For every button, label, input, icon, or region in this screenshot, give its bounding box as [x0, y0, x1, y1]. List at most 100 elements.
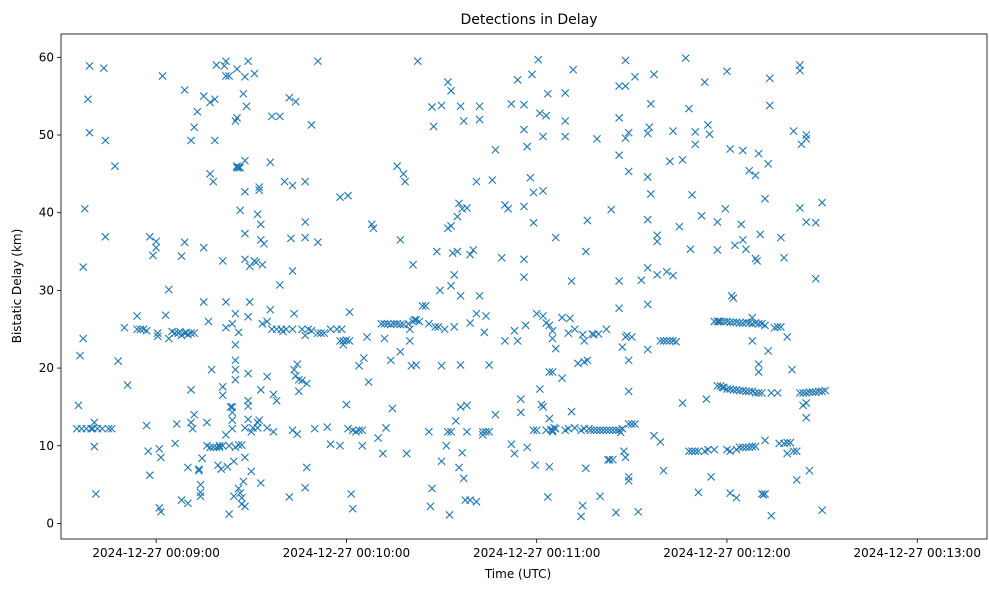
- data-point: [344, 191, 352, 200]
- data-point: [504, 204, 513, 213]
- data-point: [646, 99, 655, 108]
- y-tick-label: 0: [46, 516, 54, 530]
- data-point: [529, 218, 538, 227]
- data-point: [231, 365, 240, 374]
- chart-title: Detections in Delay: [460, 12, 597, 28]
- data-point: [624, 476, 633, 485]
- data-point: [194, 465, 203, 474]
- data-point: [396, 347, 405, 356]
- data-point: [466, 250, 475, 259]
- data-point: [339, 340, 348, 349]
- data-point: [263, 317, 272, 326]
- data-point: [581, 247, 590, 256]
- data-point: [301, 483, 310, 492]
- data-point: [462, 204, 471, 213]
- data-point: [513, 75, 522, 84]
- data-point: [450, 270, 459, 279]
- data-point: [684, 447, 693, 456]
- data-point: [605, 455, 614, 464]
- data-point: [748, 336, 757, 345]
- data-point: [240, 72, 249, 81]
- data-point: [586, 426, 595, 435]
- data-point: [405, 336, 414, 345]
- data-point: [104, 424, 113, 433]
- data-point: [428, 484, 437, 493]
- data-point: [199, 243, 208, 252]
- data-point: [703, 445, 712, 454]
- data-point: [551, 344, 560, 353]
- data-point: [307, 326, 316, 335]
- data-point: [773, 322, 782, 331]
- data-point: [783, 438, 792, 447]
- data-point: [413, 57, 422, 66]
- data-point: [748, 313, 757, 322]
- data-point: [153, 332, 162, 341]
- data-point: [196, 492, 205, 501]
- data-point: [237, 441, 246, 449]
- data-point: [653, 231, 662, 240]
- data-point: [705, 130, 714, 139]
- data-point: [426, 502, 435, 511]
- data-point: [510, 326, 519, 335]
- data-point: [212, 61, 221, 70]
- data-point: [386, 356, 395, 365]
- data-point: [337, 325, 346, 334]
- data-point: [646, 190, 655, 199]
- data-point: [136, 325, 145, 334]
- data-point: [526, 173, 535, 182]
- data-point: [523, 443, 532, 452]
- data-point: [451, 416, 460, 425]
- data-point: [592, 426, 601, 435]
- data-point: [456, 402, 465, 411]
- data-point: [142, 421, 151, 430]
- data-point: [240, 229, 249, 238]
- data-point: [767, 511, 776, 520]
- data-point: [569, 65, 578, 74]
- data-point: [323, 423, 332, 432]
- data-point: [783, 333, 792, 341]
- data-point: [231, 356, 240, 365]
- data-point: [748, 442, 757, 451]
- data-point: [187, 385, 196, 394]
- data-point: [145, 471, 154, 480]
- data-point: [561, 132, 570, 141]
- data-point: [258, 319, 267, 328]
- data-point: [718, 383, 727, 392]
- data-point: [462, 427, 471, 436]
- data-point: [583, 216, 592, 225]
- data-point: [266, 158, 275, 167]
- data-point: [313, 57, 322, 66]
- data-point: [516, 395, 525, 404]
- data-point: [765, 74, 774, 83]
- data-point: [358, 441, 367, 450]
- data-point: [500, 336, 509, 345]
- data-point: [85, 61, 94, 70]
- data-point: [374, 434, 383, 442]
- data-point: [409, 260, 417, 269]
- data-point: [531, 461, 540, 470]
- data-point: [713, 381, 722, 390]
- data-point: [650, 70, 659, 79]
- data-point: [567, 277, 576, 286]
- data-point: [218, 256, 227, 265]
- data-point: [459, 117, 468, 126]
- data-point: [618, 343, 627, 352]
- data-point: [437, 101, 446, 110]
- data-point: [364, 378, 373, 387]
- data-point: [653, 270, 662, 279]
- data-point: [713, 245, 722, 254]
- data-point: [602, 426, 611, 435]
- data-point: [442, 441, 451, 450]
- data-point: [608, 455, 617, 464]
- data-point: [578, 501, 587, 510]
- data-point: [621, 56, 630, 65]
- data-point: [269, 390, 278, 399]
- data-point: [342, 336, 351, 345]
- data-point: [256, 385, 265, 394]
- data-point: [204, 317, 213, 326]
- data-point: [754, 367, 763, 376]
- data-point: [410, 315, 419, 324]
- data-point: [228, 319, 237, 328]
- data-point: [520, 273, 528, 282]
- data-point: [491, 145, 500, 154]
